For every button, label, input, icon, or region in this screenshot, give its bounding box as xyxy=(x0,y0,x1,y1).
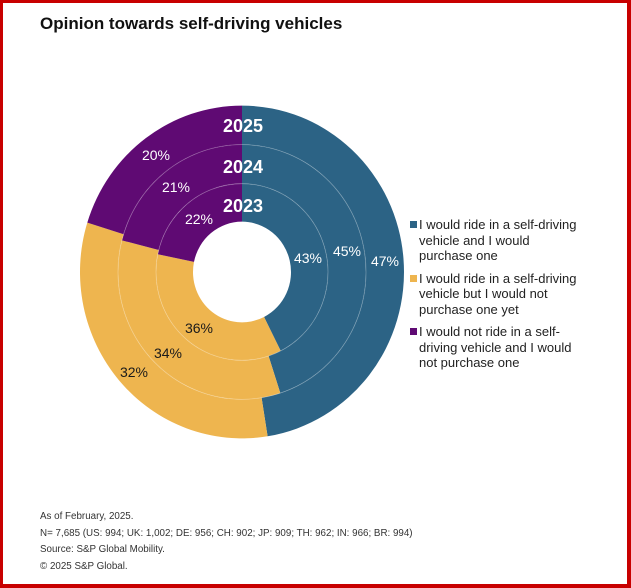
footer-notes: As of February, 2025. N= 7,685 (US: 994;… xyxy=(40,509,413,576)
ring-segment-2024-not-ride xyxy=(121,144,242,251)
ring-segment-2023-ride-not-purchase xyxy=(155,254,281,361)
ring-segment-2024-ride-and-purchase xyxy=(242,144,366,394)
data-label-2024-ride-and-purchase: 45% xyxy=(333,243,361,259)
ring-segment-2025-ride-not-purchase xyxy=(80,222,268,439)
legend-item-ride-not-purchase[interactable]: I would ride in a self-driving vehicle b… xyxy=(410,271,581,318)
legend-item-not-ride[interactable]: I would not ride in a self-driving vehic… xyxy=(410,324,581,371)
data-label-2023-not-ride: 22% xyxy=(185,211,213,227)
legend-label: I would ride in a self-driving vehicle b… xyxy=(419,270,577,317)
chart-title: Opinion towards self-driving vehicles xyxy=(40,14,343,33)
legend-item-ride-and-purchase[interactable]: I would ride in a self-driving vehicle a… xyxy=(410,217,581,264)
ring-segments xyxy=(80,105,405,439)
legend-swatch-yellow xyxy=(410,274,417,282)
ring-separator-1 xyxy=(155,183,329,361)
percent-labels: 43% 36% 22% 45% 34% 21% 47% 32% 20% xyxy=(120,147,399,380)
data-label-2025-ride-not-purchase: 32% xyxy=(120,364,148,380)
ring-segment-2025-ride-and-purchase xyxy=(242,105,405,437)
footer-date-note: As of February, 2025. xyxy=(40,511,134,522)
data-label-2024-not-ride: 21% xyxy=(162,179,190,195)
footer-sample-size: N= 7,685 (US: 994; UK: 1,002; DE: 956; C… xyxy=(40,527,413,539)
legend: I would ride in a self-driving vehicle a… xyxy=(410,217,581,371)
data-label-2023-ride-and-purchase: 43% xyxy=(294,250,322,266)
legend-swatch-purple xyxy=(410,328,417,335)
ring-segment-2023-ride-and-purchase xyxy=(242,183,329,351)
footer-source: Source: S&P Global Mobility. xyxy=(40,544,165,556)
data-label-2025-ride-and-purchase: 47% xyxy=(371,253,399,269)
legend-swatch-blue xyxy=(410,221,417,228)
ring-segment-2023-not-ride xyxy=(157,183,242,262)
legend-label: I would not ride in a self-driving vehic… xyxy=(419,324,572,370)
year-label-2025: 2025 xyxy=(223,116,263,136)
ring-separators xyxy=(117,144,367,400)
year-label-2023: 2023 xyxy=(223,196,263,216)
data-label-2024-ride-not-purchase: 34% xyxy=(154,345,182,361)
footer-copyright: © 2025 S&P Global. xyxy=(40,561,128,573)
year-labels: 2025 2024 2023 xyxy=(223,116,263,216)
ring-segment-2025-not-ride xyxy=(87,105,242,235)
legend-label: I would ride in a self-driving vehicle a… xyxy=(419,217,577,263)
data-label-2023-ride-not-purchase: 36% xyxy=(185,320,213,336)
ring-segment-2024-ride-not-purchase xyxy=(118,240,281,400)
year-label-2024: 2024 xyxy=(223,157,263,177)
data-label-2025-not-ride: 20% xyxy=(142,147,170,163)
ring-separator-2 xyxy=(117,144,367,400)
